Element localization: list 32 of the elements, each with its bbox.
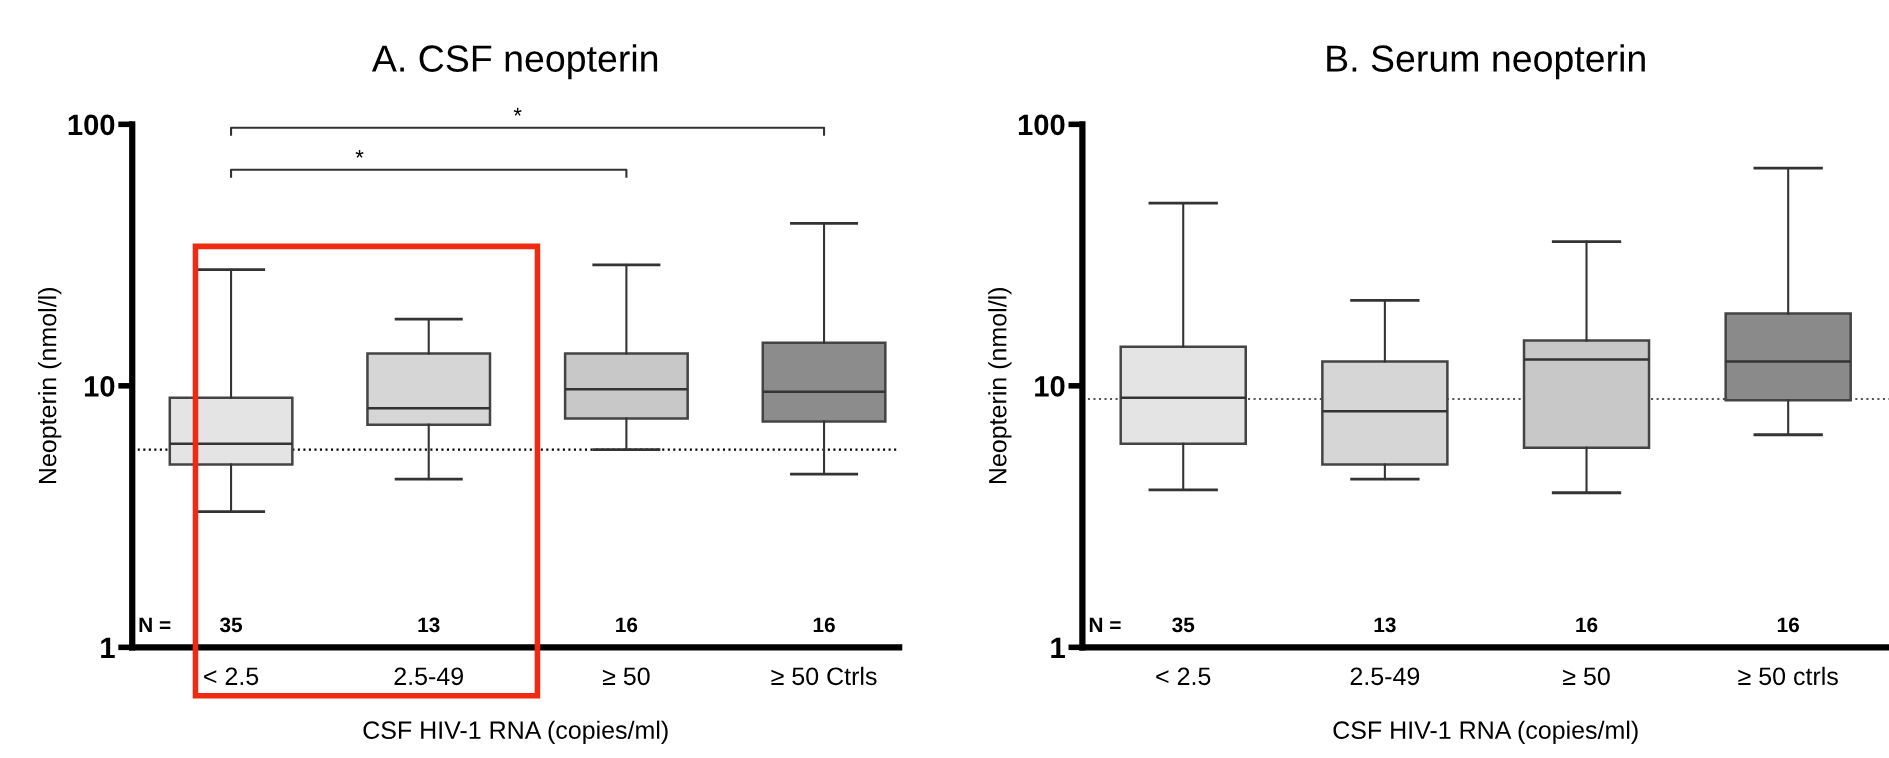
- x-tick-label: 2.5-49: [1350, 667, 1420, 686]
- x-tick-label: < 2.5: [1156, 667, 1211, 686]
- y-tick-label: 1: [101, 637, 115, 658]
- annotation: 16: [813, 617, 835, 633]
- y-tick-label: 100: [68, 114, 115, 136]
- x-tick-label: ≥ 50: [602, 667, 650, 686]
- chart-title: B. Serum neopterin: [1327, 44, 1645, 80]
- annotation: 16: [1777, 617, 1800, 633]
- x-tick-label: ≥ 50 Ctrls: [771, 666, 877, 686]
- annotation: 13: [418, 617, 440, 633]
- y-tick-label: 100: [1018, 114, 1065, 136]
- y-axis-title: Neopterin (nmol/l): [38, 288, 62, 484]
- annotation: *: [355, 149, 364, 158]
- annotation: 35: [1172, 617, 1195, 633]
- x-axis-title: CSF HIV-1 RNA (copies/ml): [1333, 720, 1638, 744]
- x-axis-title: CSF HIV-1 RNA (copies/ml): [363, 720, 668, 744]
- x-tick-label: < 2.5: [204, 667, 259, 686]
- x-tick-label: ≥ 50 ctrls: [1738, 666, 1838, 686]
- x-tick-label: 2.5-49: [394, 667, 463, 686]
- annotation: 16: [616, 617, 638, 633]
- annotation: N =: [1089, 617, 1121, 633]
- y-axis-title: Neopterin (nmol/l): [988, 288, 1012, 484]
- y-tick-label: 10: [1035, 376, 1065, 397]
- text: *: [513, 107, 522, 116]
- x-tick-label: ≥ 50: [1563, 667, 1610, 686]
- annotation: N =: [139, 617, 171, 633]
- y-tick-label: 1: [1051, 637, 1065, 658]
- annotation: 13: [1374, 617, 1396, 633]
- y-tick-label: 10: [84, 376, 115, 397]
- annotation: 16: [1576, 617, 1598, 633]
- chart-title: A. CSF neopterin: [371, 44, 658, 80]
- annotation: 35: [219, 617, 243, 633]
